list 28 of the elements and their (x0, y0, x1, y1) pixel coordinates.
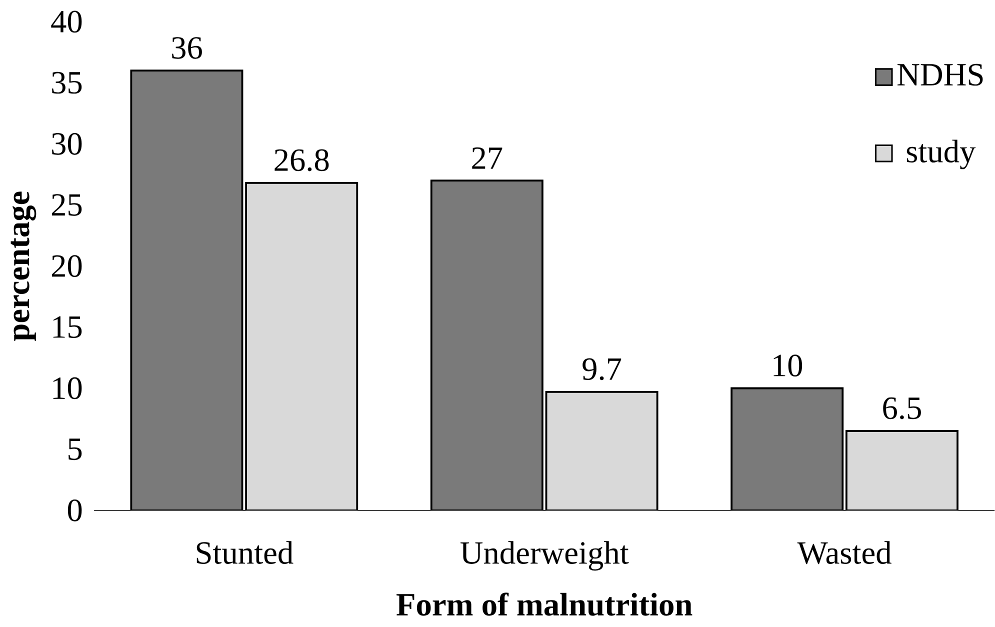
bar (130, 70, 244, 511)
x-axis-title: Form of malnutrition (396, 592, 692, 616)
y-tick-label: 15 (53, 316, 82, 338)
bar (730, 388, 844, 511)
legend-label: study (906, 140, 976, 170)
y-tick-label: 40 (51, 10, 82, 33)
bar (845, 430, 958, 511)
data-label: 26.8 (274, 149, 329, 172)
y-tick-label: 25 (52, 194, 82, 216)
data-label: 9.7 (582, 358, 622, 380)
bar (245, 182, 358, 511)
y-tick-label: 20 (52, 255, 82, 278)
data-label: 6.5 (883, 398, 921, 420)
legend-label: NDHS (898, 64, 983, 86)
y-tick-label: 0 (68, 500, 82, 522)
y-axis-title: percentage (10, 192, 36, 342)
x-tick-label: Stunted (196, 541, 294, 564)
y-tick-label: 5 (68, 438, 82, 460)
x-tick-label: Underweight (460, 541, 629, 571)
data-label: 10 (774, 354, 802, 377)
y-tick-label: 30 (52, 133, 82, 156)
x-tick-label: Wasted (797, 541, 892, 564)
data-label: 27 (472, 148, 502, 170)
y-tick-label: 10 (53, 378, 82, 400)
bar (545, 391, 658, 511)
bar (430, 180, 544, 511)
data-label: 36 (172, 37, 202, 60)
y-tick-label: 35 (52, 72, 82, 94)
